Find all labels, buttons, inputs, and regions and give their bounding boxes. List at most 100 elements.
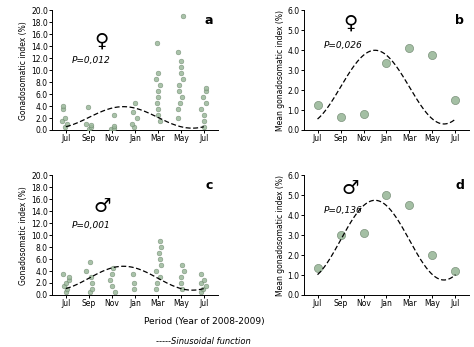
- Point: [197, 271, 205, 277]
- Point: [383, 60, 390, 66]
- Point: [155, 94, 162, 100]
- Point: [360, 230, 367, 236]
- Point: [110, 124, 118, 129]
- Point: [88, 286, 95, 292]
- Text: -----Sinusoidal function: -----Sinusoidal function: [156, 337, 251, 346]
- Point: [200, 124, 208, 130]
- Point: [152, 268, 160, 274]
- Point: [86, 259, 94, 265]
- Point: [157, 262, 164, 268]
- Point: [154, 106, 161, 112]
- Text: c: c: [205, 179, 213, 192]
- Point: [106, 277, 114, 283]
- Point: [199, 94, 207, 100]
- Point: [129, 271, 137, 277]
- Point: [64, 121, 71, 127]
- Y-axis label: Mean gonadosomatic index (%): Mean gonadosomatic index (%): [276, 10, 285, 131]
- Point: [176, 100, 184, 106]
- Point: [202, 88, 210, 94]
- Point: [201, 277, 208, 283]
- Point: [155, 112, 162, 118]
- Point: [59, 118, 66, 124]
- Point: [85, 126, 93, 132]
- Point: [337, 232, 344, 238]
- Point: [87, 274, 95, 280]
- Point: [406, 203, 413, 208]
- Point: [65, 277, 73, 283]
- Point: [61, 115, 68, 121]
- Point: [108, 127, 115, 132]
- Point: [428, 252, 436, 258]
- Point: [59, 103, 67, 109]
- Point: [88, 280, 95, 286]
- Point: [82, 268, 90, 274]
- Point: [337, 114, 344, 120]
- Text: d: d: [456, 179, 465, 192]
- Point: [179, 262, 186, 268]
- Point: [155, 88, 162, 94]
- Point: [383, 193, 390, 198]
- Point: [197, 289, 205, 295]
- Point: [177, 70, 185, 76]
- Point: [153, 76, 160, 82]
- Point: [202, 283, 210, 289]
- Point: [177, 274, 185, 280]
- Point: [109, 265, 117, 271]
- Point: [110, 125, 118, 131]
- Point: [153, 100, 161, 106]
- Point: [452, 97, 459, 103]
- Point: [110, 112, 118, 118]
- Point: [60, 271, 67, 277]
- Point: [200, 118, 208, 124]
- Point: [111, 289, 119, 295]
- Point: [198, 106, 205, 112]
- Point: [82, 121, 89, 127]
- Text: P=0,026: P=0,026: [324, 42, 362, 51]
- Point: [156, 82, 164, 88]
- Point: [86, 289, 93, 295]
- Point: [64, 286, 71, 292]
- Point: [62, 280, 70, 286]
- Point: [156, 256, 164, 262]
- Point: [156, 274, 164, 280]
- Point: [452, 268, 459, 274]
- Text: P=0,136: P=0,136: [324, 206, 362, 215]
- Point: [360, 111, 367, 117]
- Point: [202, 100, 210, 106]
- Text: P=0,012: P=0,012: [72, 56, 111, 65]
- Point: [130, 286, 138, 292]
- Point: [152, 286, 160, 292]
- Point: [179, 14, 187, 19]
- Point: [314, 265, 321, 271]
- Point: [177, 280, 185, 286]
- Point: [153, 280, 161, 286]
- Y-axis label: Gonadosomatic index (%): Gonadosomatic index (%): [19, 186, 28, 285]
- Point: [199, 286, 207, 292]
- Point: [178, 286, 186, 292]
- Point: [131, 100, 138, 106]
- Point: [175, 88, 182, 94]
- Point: [153, 41, 161, 46]
- Point: [130, 280, 138, 286]
- Point: [178, 94, 186, 100]
- Point: [174, 106, 182, 112]
- Point: [133, 115, 141, 121]
- Point: [180, 268, 187, 274]
- Point: [128, 121, 136, 127]
- Point: [65, 274, 73, 280]
- Point: [179, 76, 186, 82]
- Point: [109, 271, 116, 277]
- Text: b: b: [456, 14, 465, 27]
- Point: [174, 50, 182, 55]
- Point: [175, 115, 182, 121]
- Point: [155, 250, 163, 256]
- Text: P=0,001: P=0,001: [72, 221, 111, 230]
- Point: [87, 124, 95, 130]
- Point: [406, 45, 413, 51]
- Point: [156, 118, 164, 124]
- Point: [156, 238, 164, 244]
- Text: ♀: ♀: [95, 32, 109, 51]
- Point: [61, 283, 68, 289]
- Y-axis label: Gonadosomatic index (%): Gonadosomatic index (%): [19, 21, 28, 120]
- Text: ♂: ♂: [341, 179, 359, 198]
